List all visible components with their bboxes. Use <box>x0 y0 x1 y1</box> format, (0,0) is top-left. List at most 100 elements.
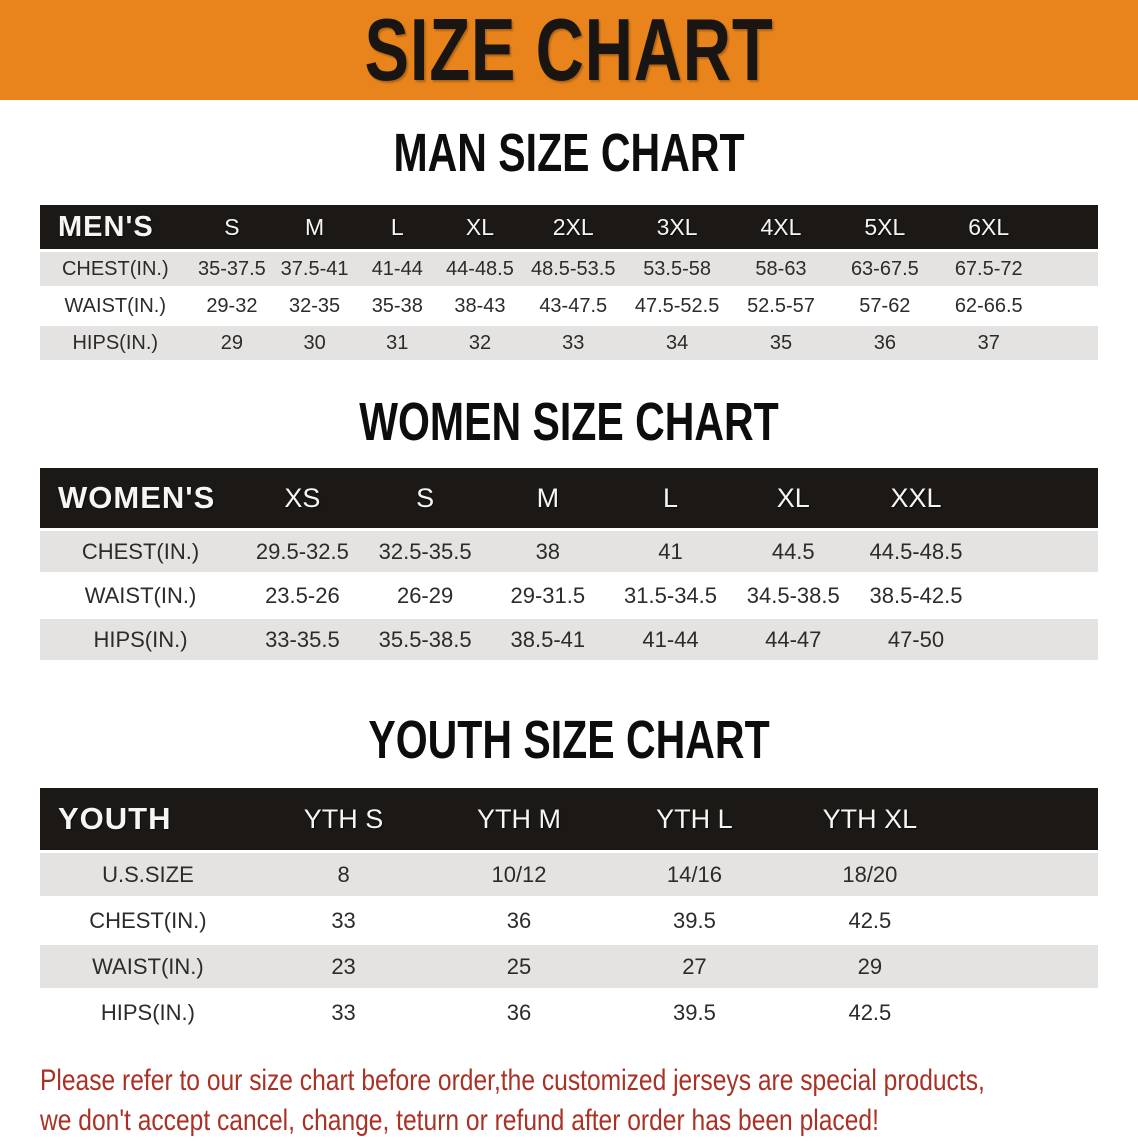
measurement-cell: 44.5-48.5 <box>854 531 978 572</box>
table-row: HIPS(IN.) 33-35.5 35.5-38.5 38.5-41 41-44 44-… <box>40 619 1098 660</box>
measurement-cell: 31.5-34.5 <box>609 575 732 616</box>
measurement-cell: 18/20 <box>782 853 958 896</box>
section-heading-youth: YOUTH SIZE CHART <box>368 710 770 770</box>
spacer-cell <box>1040 205 1098 249</box>
measurement-cell: 29-31.5 <box>486 575 610 616</box>
size-column-header: 4XL <box>729 205 833 249</box>
measurement-cell: 38-43 <box>438 289 522 323</box>
measurement-cell: 36 <box>431 991 607 1034</box>
youth-size-table: YOUTH YTH S YTH M YTH L YTH XL U.S.SIZE 8 10/12… <box>40 785 1098 1037</box>
size-column-header: L <box>355 205 439 249</box>
measurement-cell: 67.5-72 <box>936 252 1041 286</box>
measurement-cell: 37 <box>936 326 1041 360</box>
measurement-cell: 25 <box>431 945 607 988</box>
measurement-cell: 33 <box>521 326 626 360</box>
measurement-cell: 36 <box>832 326 937 360</box>
size-column-header: YTH XL <box>782 788 958 850</box>
size-column-header: YTH L <box>606 788 783 850</box>
size-column-header: XL <box>438 205 522 249</box>
measurement-cell: 33 <box>255 899 432 942</box>
measurement-cell: 31 <box>355 326 439 360</box>
measurement-cell: 41-44 <box>609 619 732 660</box>
measurement-cell: 38.5-42.5 <box>854 575 978 616</box>
measurement-cell: 41-44 <box>355 252 439 286</box>
measurement-cell: 42.5 <box>782 991 958 1034</box>
measurement-cell: 36 <box>431 899 607 942</box>
measurement-cell: 57-62 <box>832 289 937 323</box>
measurement-cell: 32-35 <box>273 289 356 323</box>
disclaimer-line-1: Please refer to our size chart before or… <box>40 1064 985 1097</box>
table-row: WAIST(IN.) 29-32 32-35 35-38 38-43 43-47.5 47.… <box>40 289 1098 323</box>
row-label-cell: CHEST(IN.) <box>40 531 242 572</box>
measurement-cell: 14/16 <box>606 853 783 896</box>
size-column-header: 3XL <box>625 205 730 249</box>
measurement-cell: 32.5-35.5 <box>363 531 487 572</box>
row-label-cell: WAIST(IN.) <box>40 575 242 616</box>
measurement-cell: 42.5 <box>782 899 958 942</box>
row-label-cell: HIPS(IN.) <box>40 326 191 360</box>
spacer-cell <box>957 945 1098 988</box>
measurement-cell: 52.5-57 <box>729 289 833 323</box>
measurement-cell: 29 <box>782 945 958 988</box>
measurement-cell: 39.5 <box>606 899 783 942</box>
measurement-cell: 39.5 <box>606 991 783 1034</box>
measurement-cell: 34.5-38.5 <box>731 575 855 616</box>
youth-size-chart-section: YOUTH SIZE CHART YOUTH YTH S YTH M YTH L YTH… <box>40 713 1098 1037</box>
size-column-header: M <box>486 468 610 528</box>
measurement-cell: 38.5-41 <box>486 619 610 660</box>
measurement-cell: 63-67.5 <box>832 252 937 286</box>
size-column-header: 2XL <box>521 205 626 249</box>
table-header-row: MEN'S S M L XL 2XL 3XL 4XL 5XL 6XL <box>40 205 1098 249</box>
measurement-cell: 23.5-26 <box>241 575 364 616</box>
mens-size-table: MEN'S S M L XL 2XL 3XL 4XL 5XL 6XL CHEST(IN.) 35-37… <box>40 202 1098 363</box>
measurement-cell: 34 <box>625 326 730 360</box>
measurement-cell: 58-63 <box>729 252 833 286</box>
size-column-header: XXL <box>854 468 978 528</box>
table-title-cell: YOUTH <box>40 788 256 850</box>
measurement-cell: 32 <box>438 326 522 360</box>
measurement-cell: 48.5-53.5 <box>521 252 626 286</box>
table-row: U.S.SIZE 8 10/12 14/16 18/20 <box>40 853 1098 896</box>
measurement-cell: 47-50 <box>854 619 978 660</box>
man-size-chart-section: MAN SIZE CHART MEN'S S M L XL 2XL 3XL 4XL 5XL 6XL… <box>40 126 1098 363</box>
measurement-cell: 29 <box>190 326 274 360</box>
measurement-cell: 35-38 <box>355 289 439 323</box>
measurement-cell: 23 <box>255 945 432 988</box>
measurement-cell: 8 <box>255 853 432 896</box>
row-label-cell: WAIST(IN.) <box>40 945 256 988</box>
content-area: MAN SIZE CHART MEN'S S M L XL 2XL 3XL 4XL 5XL 6XL… <box>0 126 1138 1141</box>
measurement-cell: 43-47.5 <box>521 289 626 323</box>
measurement-cell: 29.5-32.5 <box>241 531 364 572</box>
measurement-cell: 33 <box>255 991 432 1034</box>
table-title-cell: WOMEN'S <box>40 468 242 528</box>
table-row: HIPS(IN.) 29 30 31 32 33 34 35 36 37 <box>40 326 1098 360</box>
spacer-cell <box>977 468 1098 528</box>
womens-size-table: WOMEN'S XS S M L XL XXL CHEST(IN.) 29.5-32.5 32.5… <box>40 465 1098 663</box>
page-title: SIZE CHART <box>364 0 774 99</box>
size-column-header: L <box>609 468 732 528</box>
row-label-cell: CHEST(IN.) <box>40 252 191 286</box>
table-row: WAIST(IN.) 23 25 27 29 <box>40 945 1098 988</box>
table-header-row: YOUTH YTH S YTH M YTH L YTH XL <box>40 788 1098 850</box>
measurement-cell: 37.5-41 <box>273 252 356 286</box>
spacer-cell <box>977 619 1098 660</box>
measurement-cell: 10/12 <box>431 853 607 896</box>
row-label-cell: HIPS(IN.) <box>40 619 242 660</box>
measurement-cell: 41 <box>609 531 732 572</box>
measurement-cell: 53.5-58 <box>625 252 730 286</box>
spacer-cell <box>957 991 1098 1034</box>
table-header-row: WOMEN'S XS S M L XL XXL <box>40 468 1098 528</box>
title-banner: SIZE CHART <box>0 0 1138 100</box>
measurement-cell: 38 <box>486 531 610 572</box>
spacer-cell <box>977 531 1098 572</box>
measurement-cell: 30 <box>273 326 356 360</box>
size-column-header: YTH M <box>431 788 607 850</box>
measurement-cell: 35-37.5 <box>190 252 274 286</box>
size-column-header: YTH S <box>255 788 432 850</box>
spacer-cell <box>1040 289 1098 323</box>
disclaimer-text: Please refer to our size chart before or… <box>40 1061 1098 1141</box>
spacer-cell <box>1040 326 1098 360</box>
size-column-header: 6XL <box>936 205 1041 249</box>
disclaimer-line-2: we don't accept cancel, change, teturn o… <box>40 1104 879 1137</box>
